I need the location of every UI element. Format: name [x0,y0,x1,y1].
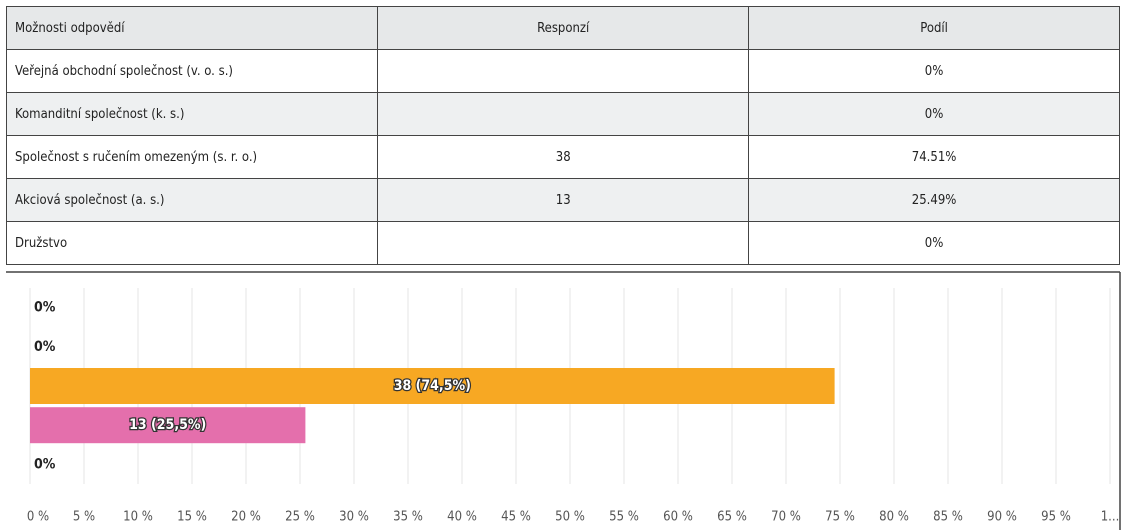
x-tick-label: 5 % [73,510,95,525]
value-label: 0% [34,339,56,355]
x-tick-label: 65 % [717,510,747,525]
x-tick-label: 50 % [555,510,585,525]
table-cell: Komanditní společnost (k. s.) [5,92,379,136]
table-row: Družstvo 0% [5,221,1120,265]
x-tick-label: 95 % [1041,510,1071,525]
x-tick-label: 15 % [177,510,207,525]
x-tick-label: 25 % [285,510,315,525]
x-tick-label: 0 % [27,510,49,525]
x-tick-label: 20 % [231,510,261,525]
table-cell: Družstvo [5,221,379,265]
table-row: Možnosti odpovědí Responzí Podíl [5,6,1120,50]
x-tick-label: 60 % [663,510,693,525]
table-cell: 0% [748,221,1120,265]
bar [30,407,306,444]
table-cell: 0% [748,49,1120,93]
table-cell: Společnost s ručením omezeným (s. r. o.) [5,135,379,179]
x-tick-label: 55 % [609,510,639,525]
x-tick-label: 40 % [447,510,477,525]
table-cell: Možnosti odpovědí [5,6,379,50]
x-tick-label: 80 % [879,510,909,525]
value-label: 13 (25,5%) [129,417,206,433]
value-label: 0% [34,300,56,316]
table-cell [377,221,750,265]
x-tick-label: 45 % [501,510,531,525]
table-cell: Veřejná obchodní společnost (v. o. s.) [5,49,379,93]
table-row: Společnost s ručením omezeným (s. r. o.)… [5,135,1120,179]
x-tick-label: 75 % [825,510,855,525]
value-label: 0% [34,456,56,472]
value-label: 38 (74,5%) [394,378,471,394]
table-cell: 0% [748,92,1120,136]
table-row: Veřejná obchodní společnost (v. o. s.) 0% [5,49,1120,93]
table-row: Akciová společnost (a. s.) 13 25.49% [5,178,1120,222]
table-cell: 13 [377,178,750,222]
table-cell: Responzí [377,6,750,50]
x-tick-label: 30 % [339,510,369,525]
table-cell: 38 [377,135,750,179]
x-tick-label: 10 % [123,510,153,525]
table-cell: 74.51% [748,135,1120,179]
x-tick-label: 90 % [987,510,1017,525]
x-tick-label: 35 % [393,510,423,525]
x-tick-label: 1... [1101,510,1120,525]
table-row: Komanditní společnost (k. s.) 0% [5,92,1120,136]
x-tick-label: 85 % [933,510,963,525]
table-cell: Akciová společnost (a. s.) [5,178,379,222]
results-table: Možnosti odpovědí Responzí Podíl Veřejná ob… [5,6,1120,265]
x-tick-label: 70 % [771,510,801,525]
bar [30,368,835,404]
table-cell [377,49,750,93]
